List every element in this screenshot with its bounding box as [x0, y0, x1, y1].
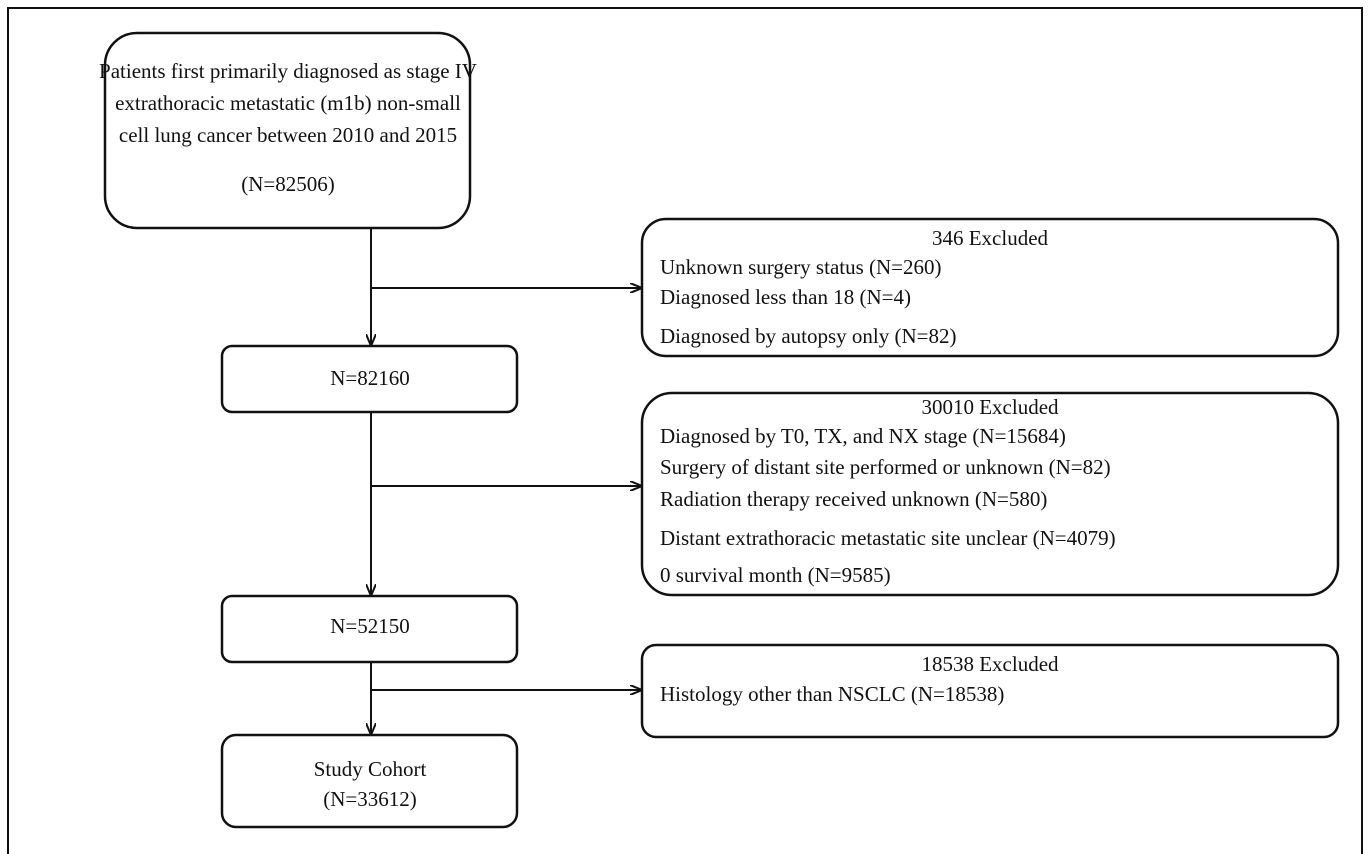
- exclusion-box: [640, 217, 1340, 358]
- exclusion-text: Histology other than NSCLC (N=18538): [660, 682, 1004, 706]
- exclusion-text: Radiation therapy received unknown (N=58…: [660, 487, 1047, 511]
- frame: [7, 7, 1363, 854]
- exclusion-text: Diagnosed by T0, TX, and NX stage (N=156…: [660, 424, 1066, 448]
- node-text: N=52150: [330, 614, 410, 638]
- exclusion-box: [640, 643, 1340, 739]
- node-text: Study Cohort: [314, 757, 427, 781]
- exclusion-text: Diagnosed by autopsy only (N=82): [660, 324, 956, 348]
- node-text: Patients first primarily diagnosed as st…: [99, 59, 477, 83]
- node-text: extrathoracic metastatic (m1b) non-small: [115, 91, 461, 115]
- node-text: N=82160: [330, 366, 410, 390]
- exclusion-text: Unknown surgery status (N=260): [660, 255, 942, 279]
- node-text: cell lung cancer between 2010 and 2015: [119, 123, 457, 147]
- exclusion-text: Distant extrathoracic metastatic site un…: [660, 526, 1116, 550]
- node-box: [220, 344, 519, 414]
- node-text: (N=33612): [323, 787, 417, 811]
- node-box: [103, 31, 472, 230]
- exclusion-text: Diagnosed less than 18 (N=4): [660, 285, 911, 309]
- exclusion-title: 30010 Excluded: [921, 395, 1059, 419]
- exclusion-text: Surgery of distant site performed or unk…: [660, 455, 1111, 479]
- exclusion-box: [640, 391, 1340, 597]
- exclusion-title: 18538 Excluded: [921, 652, 1059, 676]
- exclusion-title: 346 Excluded: [932, 226, 1049, 250]
- node-text: (N=82506): [241, 172, 335, 196]
- node-box: [220, 594, 519, 664]
- exclusion-text: 0 survival month (N=9585): [660, 563, 891, 587]
- node-box: [220, 733, 519, 829]
